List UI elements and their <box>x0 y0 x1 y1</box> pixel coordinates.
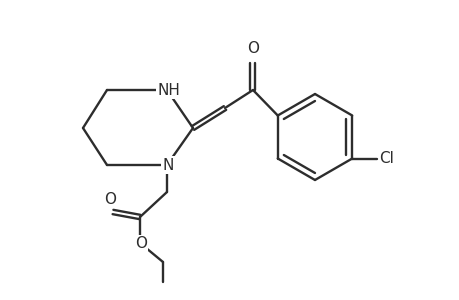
Text: O: O <box>134 236 147 251</box>
Text: Cl: Cl <box>378 151 393 166</box>
Text: N: N <box>162 158 174 172</box>
Text: O: O <box>246 41 258 56</box>
Text: O: O <box>104 192 116 207</box>
Text: NH: NH <box>157 82 180 98</box>
